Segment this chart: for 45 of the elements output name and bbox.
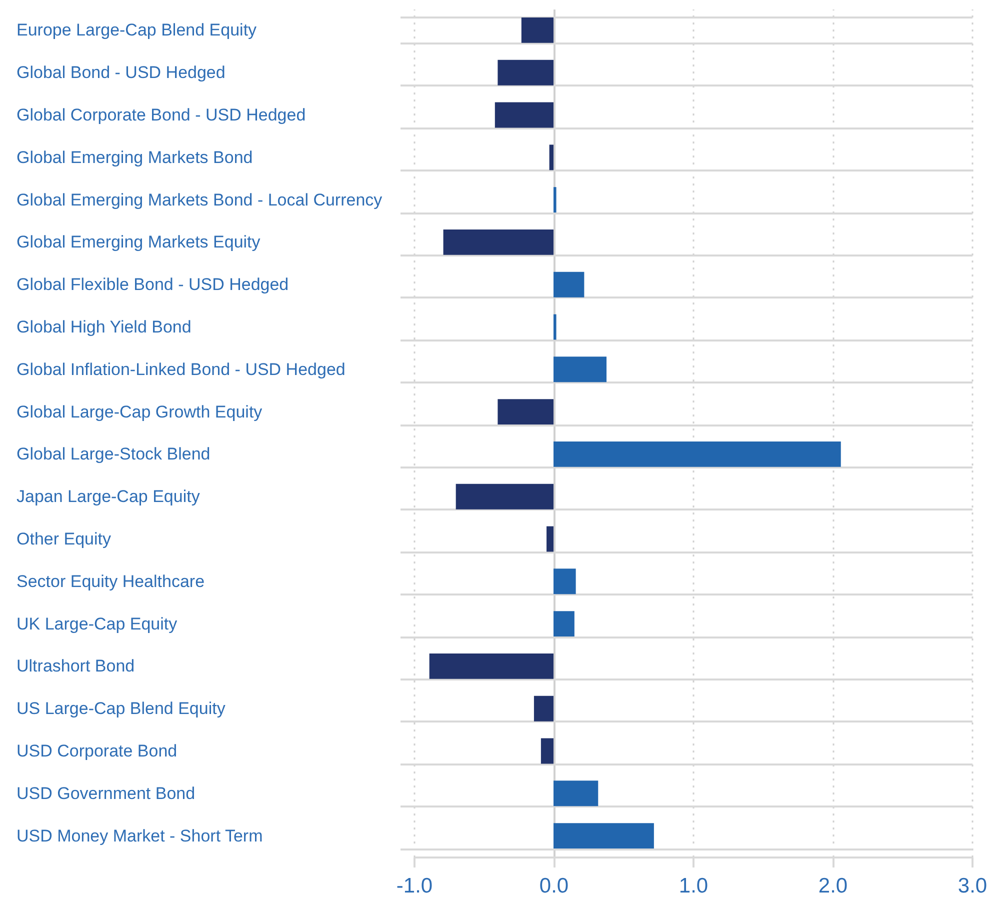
bar: [443, 229, 554, 255]
y-tick-label: Global Emerging Markets Bond - Local Currency: [16, 190, 383, 210]
y-tick-label: Global Large-Stock Blend: [16, 444, 210, 464]
y-tick-label: Europe Large-Cap Blend Equity: [16, 20, 258, 40]
bar: [494, 102, 554, 128]
bar: [498, 60, 554, 86]
y-tick-label: Global Corporate Bond - USD Hedged: [16, 106, 306, 124]
bar: [554, 314, 556, 340]
y-tick-label: Global Emerging Markets Equity: [16, 232, 261, 252]
bar: [534, 696, 554, 722]
bar: [549, 144, 554, 170]
bar: [554, 356, 607, 382]
x-tick-label: 3.0: [958, 874, 988, 898]
bar: [554, 568, 576, 594]
bar: [554, 441, 841, 467]
x-tick-label: 2.0: [818, 874, 848, 898]
y-tick-label: USD Money Market - Short Term: [16, 826, 263, 846]
y-tick-label: US Large-Cap Blend Equity: [16, 699, 226, 718]
y-tick-label: Global High Yield Bond: [16, 318, 192, 336]
y-tick-label: USD Government Bond: [16, 784, 196, 803]
y-tick-label: Sector Equity Healthcare: [16, 572, 205, 591]
bar: [554, 611, 574, 637]
y-tick-label: USD Corporate Bond: [16, 742, 178, 760]
y-tick-label: Global Flexible Bond - USD Hedged: [16, 275, 289, 294]
bar: [540, 738, 554, 764]
y-tick-label: Global Large-Cap Growth Equity: [16, 402, 263, 422]
bar: [456, 484, 554, 510]
x-tick-label: 0.0: [539, 874, 569, 898]
x-tick-label: -1.0: [396, 874, 433, 898]
bar: [498, 399, 554, 425]
bar: [546, 526, 554, 552]
y-tick-label: Ultrashort Bond: [16, 656, 135, 676]
y-tick-label: Japan Large-Cap Equity: [16, 487, 200, 506]
bar: [554, 187, 556, 213]
y-tick-label: Other Equity: [16, 530, 112, 548]
x-tick-label: 1.0: [678, 874, 708, 898]
bar: [521, 17, 554, 43]
bar: [554, 272, 584, 298]
bar: [429, 653, 554, 679]
bar: [554, 823, 654, 849]
y-tick-label: Global Inflation-Linked Bond - USD Hedged: [16, 360, 346, 379]
y-tick-label: UK Large-Cap Equity: [16, 614, 178, 634]
y-tick-label: Global Bond - USD Hedged: [16, 63, 226, 82]
y-tick-label: Global Emerging Markets Bond: [16, 148, 253, 167]
bar: [554, 780, 598, 806]
